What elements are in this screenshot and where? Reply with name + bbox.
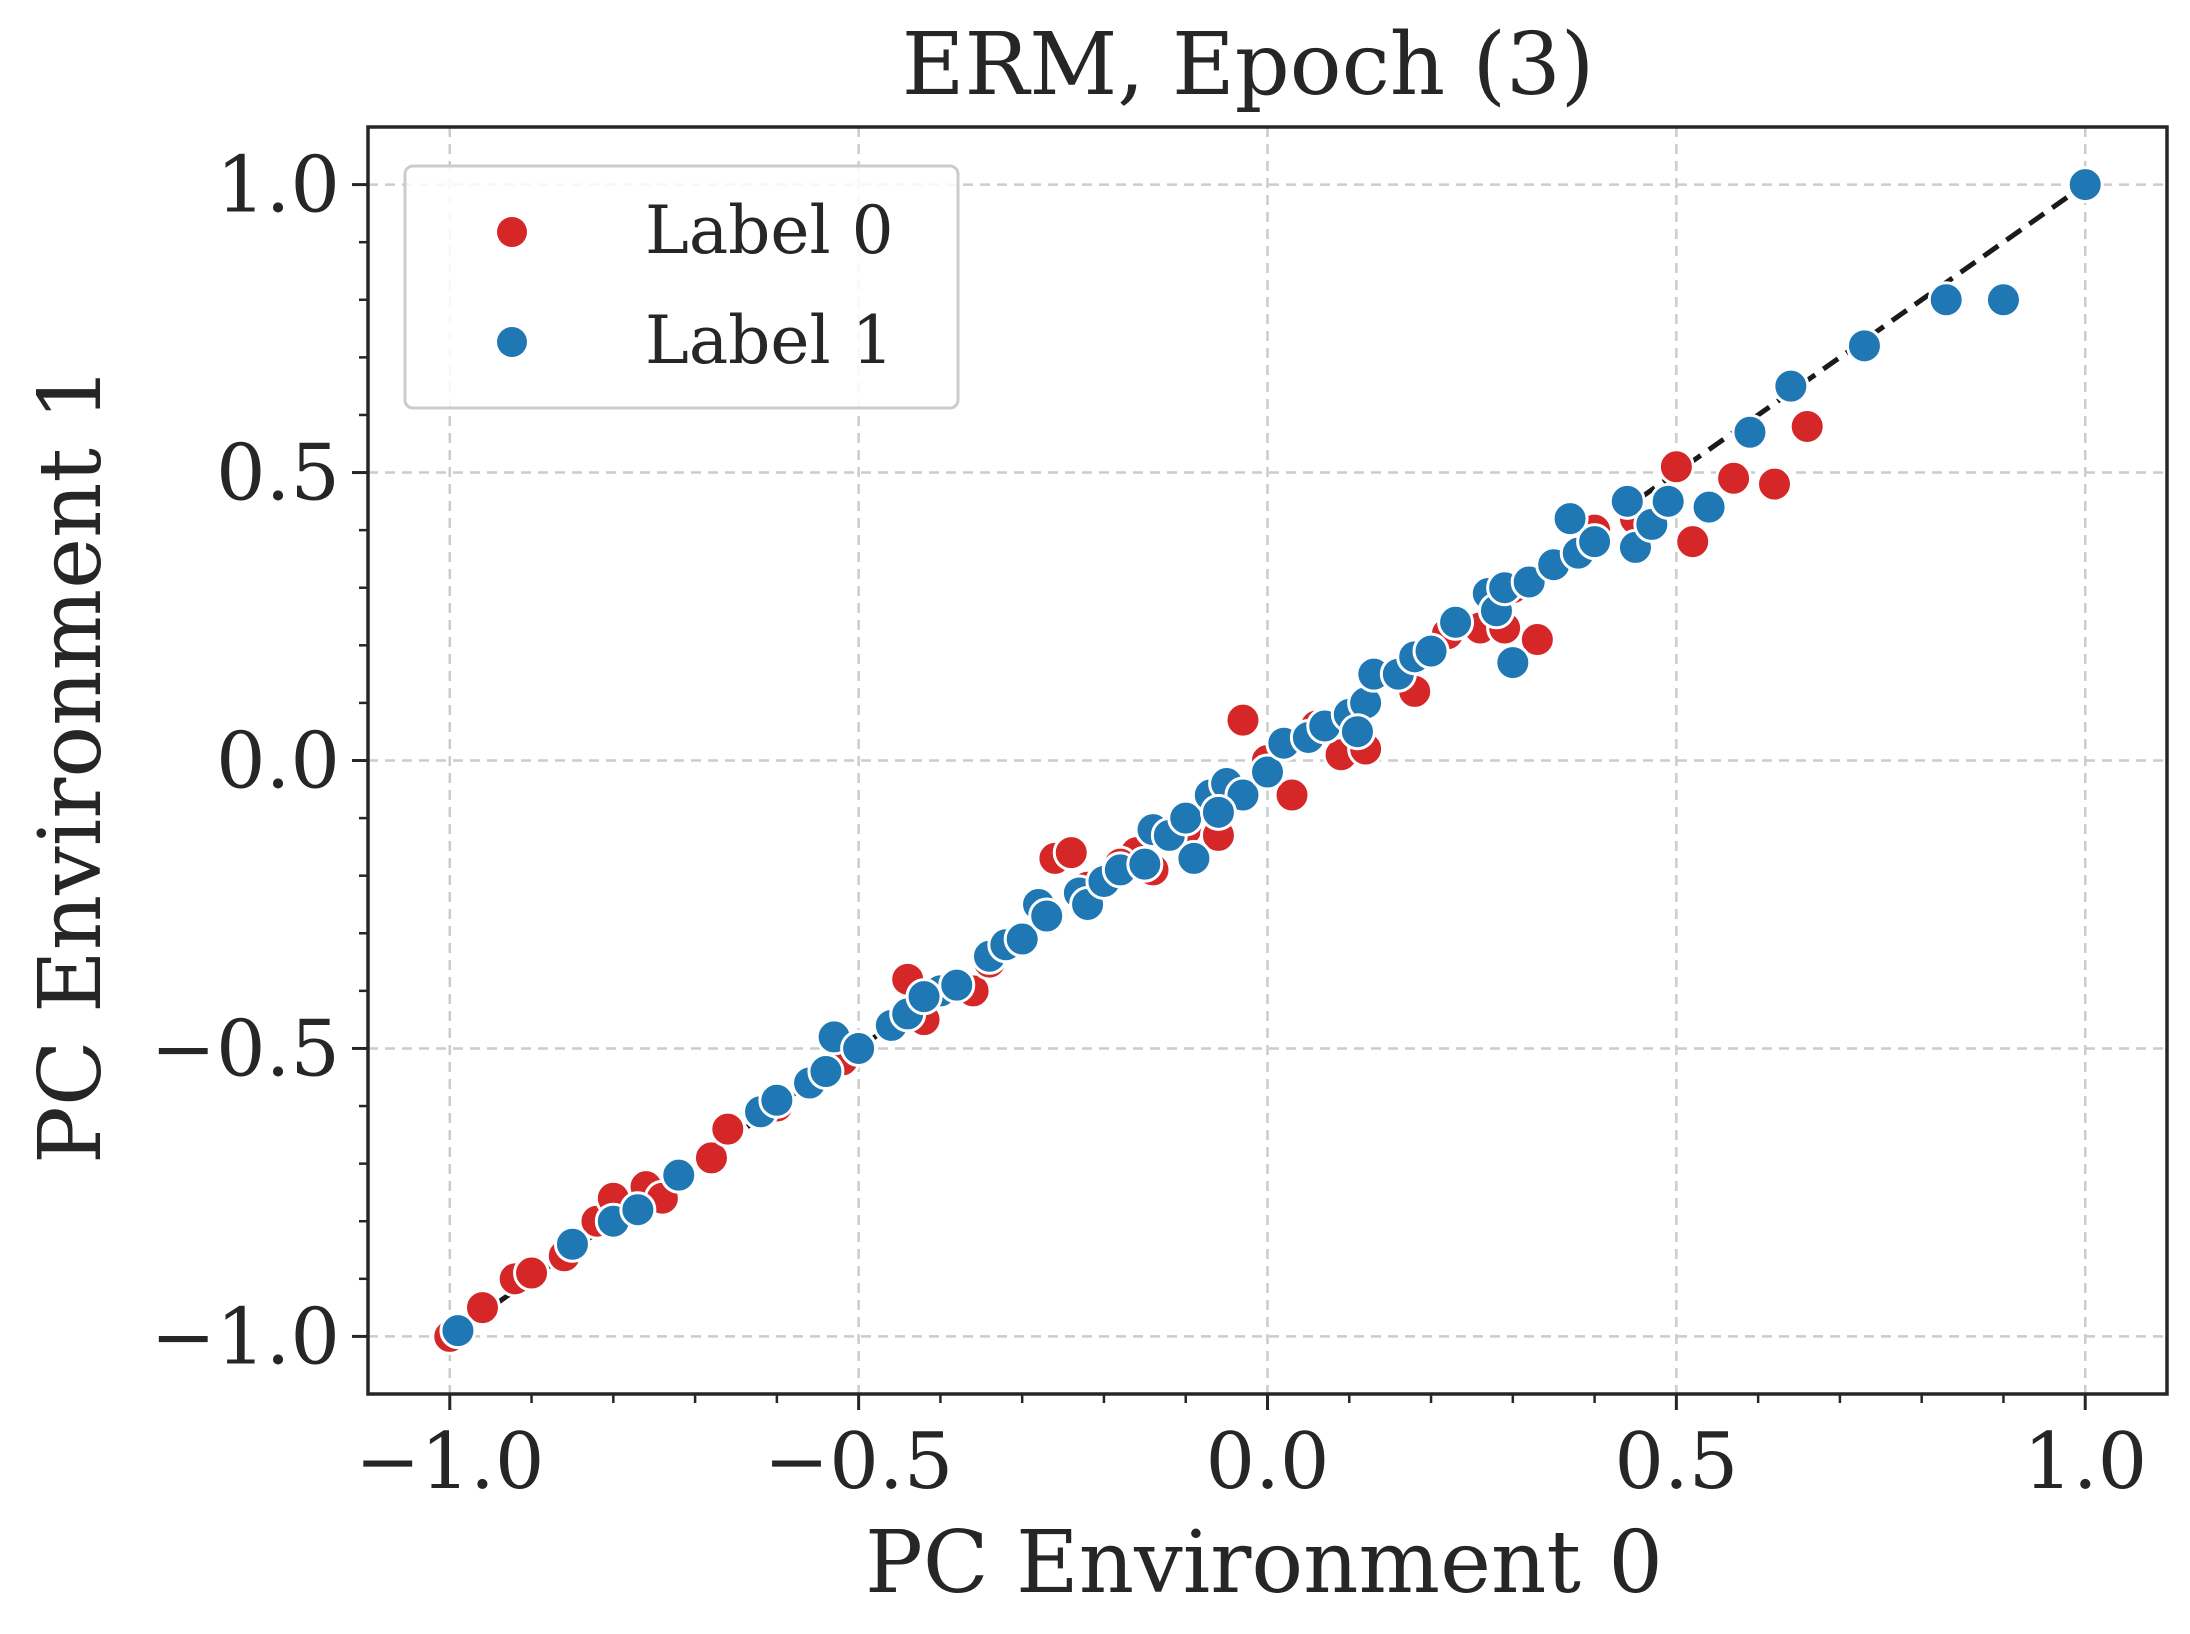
data-point [692, 1139, 730, 1177]
chart-title: ERM, Epoch (3) [902, 15, 1595, 115]
data-point [1984, 281, 2022, 319]
x-tick-label: 0.5 [1614, 1417, 1738, 1507]
data-point [463, 1289, 501, 1327]
data-point [619, 1191, 657, 1229]
y-tick-label: 0.5 [216, 429, 340, 519]
data-point [1437, 603, 1475, 641]
data-point [1338, 713, 1376, 751]
axis-ticks [352, 183, 2087, 1410]
x-tick-label: −0.5 [764, 1417, 953, 1507]
data-point [938, 966, 976, 1004]
data-point [1755, 465, 1793, 503]
data-point [1551, 500, 1589, 538]
data-point [1576, 523, 1614, 561]
data-point [513, 1254, 551, 1292]
data-point [1788, 407, 1826, 445]
data-point [439, 1312, 477, 1350]
data-point [1690, 488, 1728, 526]
data-point [709, 1110, 747, 1148]
x-tick-label: 0.0 [1205, 1417, 1329, 1507]
data-point [758, 1081, 796, 1119]
y-tick-label: 1.0 [216, 141, 340, 231]
x-tick-label: −1.0 [355, 1417, 544, 1507]
data-point [1249, 753, 1286, 791]
identity-reference-line [448, 182, 2087, 1339]
data-point [1715, 459, 1753, 497]
y-tick-label: −0.5 [151, 1004, 340, 1094]
data-point [1731, 413, 1769, 451]
legend-box [403, 164, 960, 410]
data-point [1028, 897, 1066, 935]
data-point [1674, 523, 1712, 561]
legend: Label 0 Label 1 [403, 164, 960, 410]
data-points [431, 166, 2104, 1355]
legend-label-1: Label 1 [645, 302, 894, 379]
y-tick-label: 0.0 [216, 717, 340, 807]
data-point [1126, 845, 1164, 883]
x-axis-label: PC Environment 0 [865, 1513, 1663, 1613]
data-point [1649, 482, 1687, 520]
y-axis-label: PC Environment 1 [21, 366, 121, 1164]
data-point [807, 1052, 845, 1090]
data-point [1657, 448, 1695, 486]
data-point [840, 1029, 878, 1067]
y-tick-label: −1.0 [151, 1292, 340, 1382]
data-point [2066, 166, 2104, 204]
data-point [1845, 327, 1883, 365]
data-point [553, 1225, 591, 1263]
data-point [1518, 621, 1556, 659]
data-point [1273, 776, 1311, 814]
series-label-1 [439, 166, 2104, 1350]
legend-marker-label-1 [497, 327, 527, 357]
data-point [905, 978, 943, 1016]
legend-label-0: Label 0 [645, 192, 894, 269]
data-point [1052, 834, 1090, 872]
data-point [1199, 793, 1237, 831]
data-point [1494, 644, 1532, 682]
x-tick-label: 1.0 [2023, 1417, 2147, 1507]
data-point [1175, 839, 1213, 877]
data-point [1927, 281, 1965, 319]
data-point [1003, 920, 1041, 958]
data-point [660, 1156, 698, 1194]
data-point [1224, 701, 1262, 739]
legend-marker-label-0 [497, 217, 527, 247]
data-point [1608, 482, 1646, 520]
data-point [1772, 367, 1810, 405]
data-point [1412, 632, 1450, 670]
tick-labels: −1.0 −0.5 0.0 0.5 1.0 −1.0 −0.5 0.0 0.5 1.0 [151, 141, 2148, 1507]
